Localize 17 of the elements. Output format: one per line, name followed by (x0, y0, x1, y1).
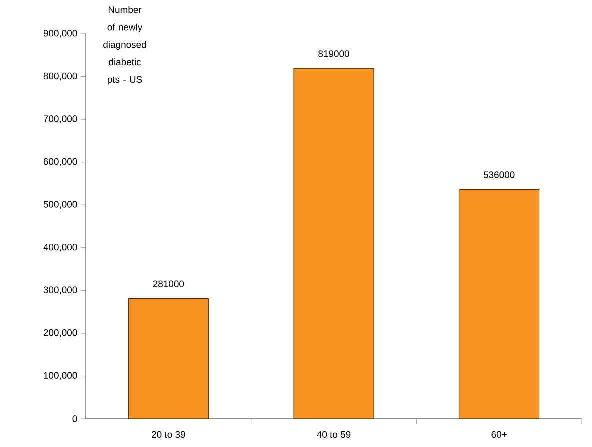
y-tick-label: 0 (72, 416, 78, 422)
data-label: 281000 (153, 280, 184, 288)
x-tick-label: 20 to 39 (152, 431, 186, 438)
data-label: 819000 (318, 50, 350, 58)
text: Number of newly diagnosed diabetic pts - US (104, 6, 146, 85)
y-tick-label: 400,000 (44, 244, 78, 252)
y-tick-label: 800,000 (44, 72, 78, 81)
x-tick-label: 40 to 59 (317, 431, 351, 438)
data-label: 536000 (484, 172, 515, 178)
y-tick-label: 300,000 (44, 286, 78, 295)
y-tick-label: 100,000 (44, 372, 78, 380)
y-tick-label: 700,000 (44, 116, 78, 124)
y-tick-label: 200,000 (44, 330, 78, 338)
y-tick-label: 600,000 (44, 158, 78, 166)
y-tick-label: 500,000 (44, 201, 78, 210)
y-tick-label: 900,000 (44, 30, 78, 38)
x-tick-label: 60+ (492, 431, 507, 438)
